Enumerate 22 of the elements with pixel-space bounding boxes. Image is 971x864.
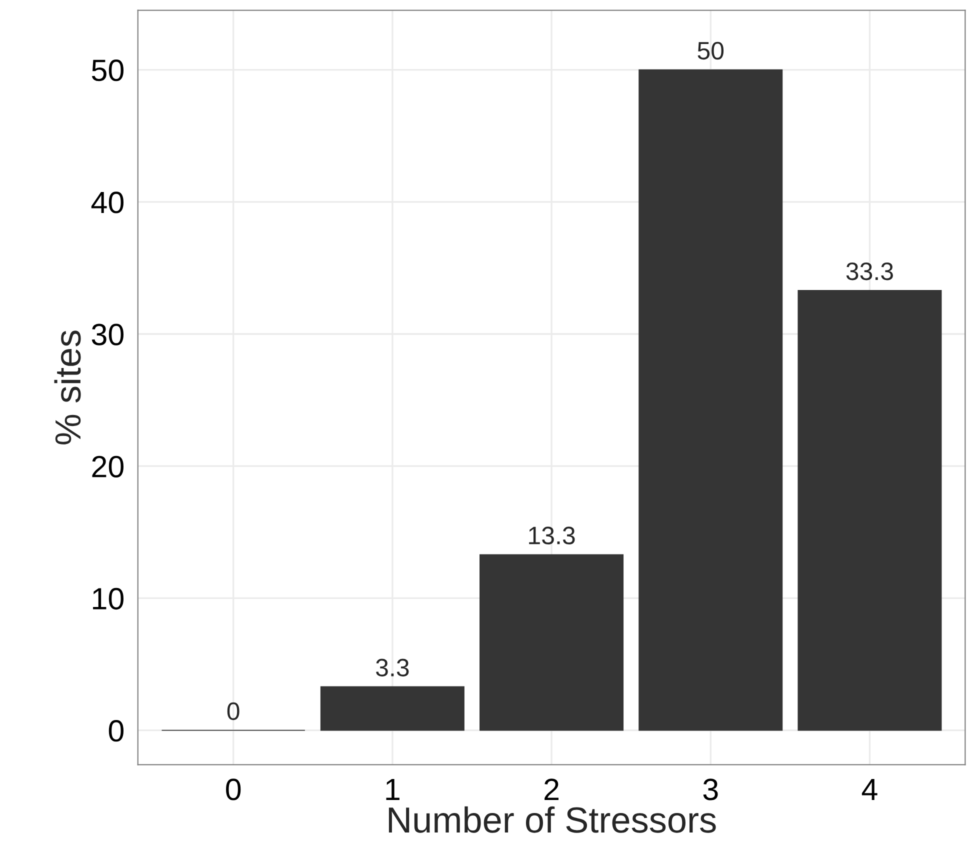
x-tick-label: 3: [703, 778, 718, 800]
x-axis-title: Number of Stressors: [388, 806, 716, 833]
x-tick-label: 4: [862, 778, 878, 800]
bar: [480, 554, 624, 731]
x-tick-label: 2: [544, 778, 558, 800]
y-tick-label: 20: [92, 456, 124, 478]
data-label: 3.3: [376, 658, 409, 676]
data-label: 33.3: [846, 262, 893, 280]
data-label: 0: [227, 702, 240, 720]
y-tick-label: 50: [92, 60, 124, 82]
y-tick-label: 40: [91, 192, 124, 214]
bar: [798, 290, 942, 731]
y-tick-label: 10: [93, 588, 124, 610]
data-label: 13.3: [529, 526, 575, 544]
data-label: 50: [698, 42, 724, 60]
bar: [638, 69, 783, 731]
y-tick-label: 30: [92, 324, 124, 346]
bar: [320, 686, 464, 731]
y-axis-title: % sites: [54, 330, 81, 444]
y-tick-label: 0: [108, 720, 124, 742]
x-tick-label: 0: [226, 778, 241, 800]
x-tick-label: 1: [386, 778, 400, 800]
